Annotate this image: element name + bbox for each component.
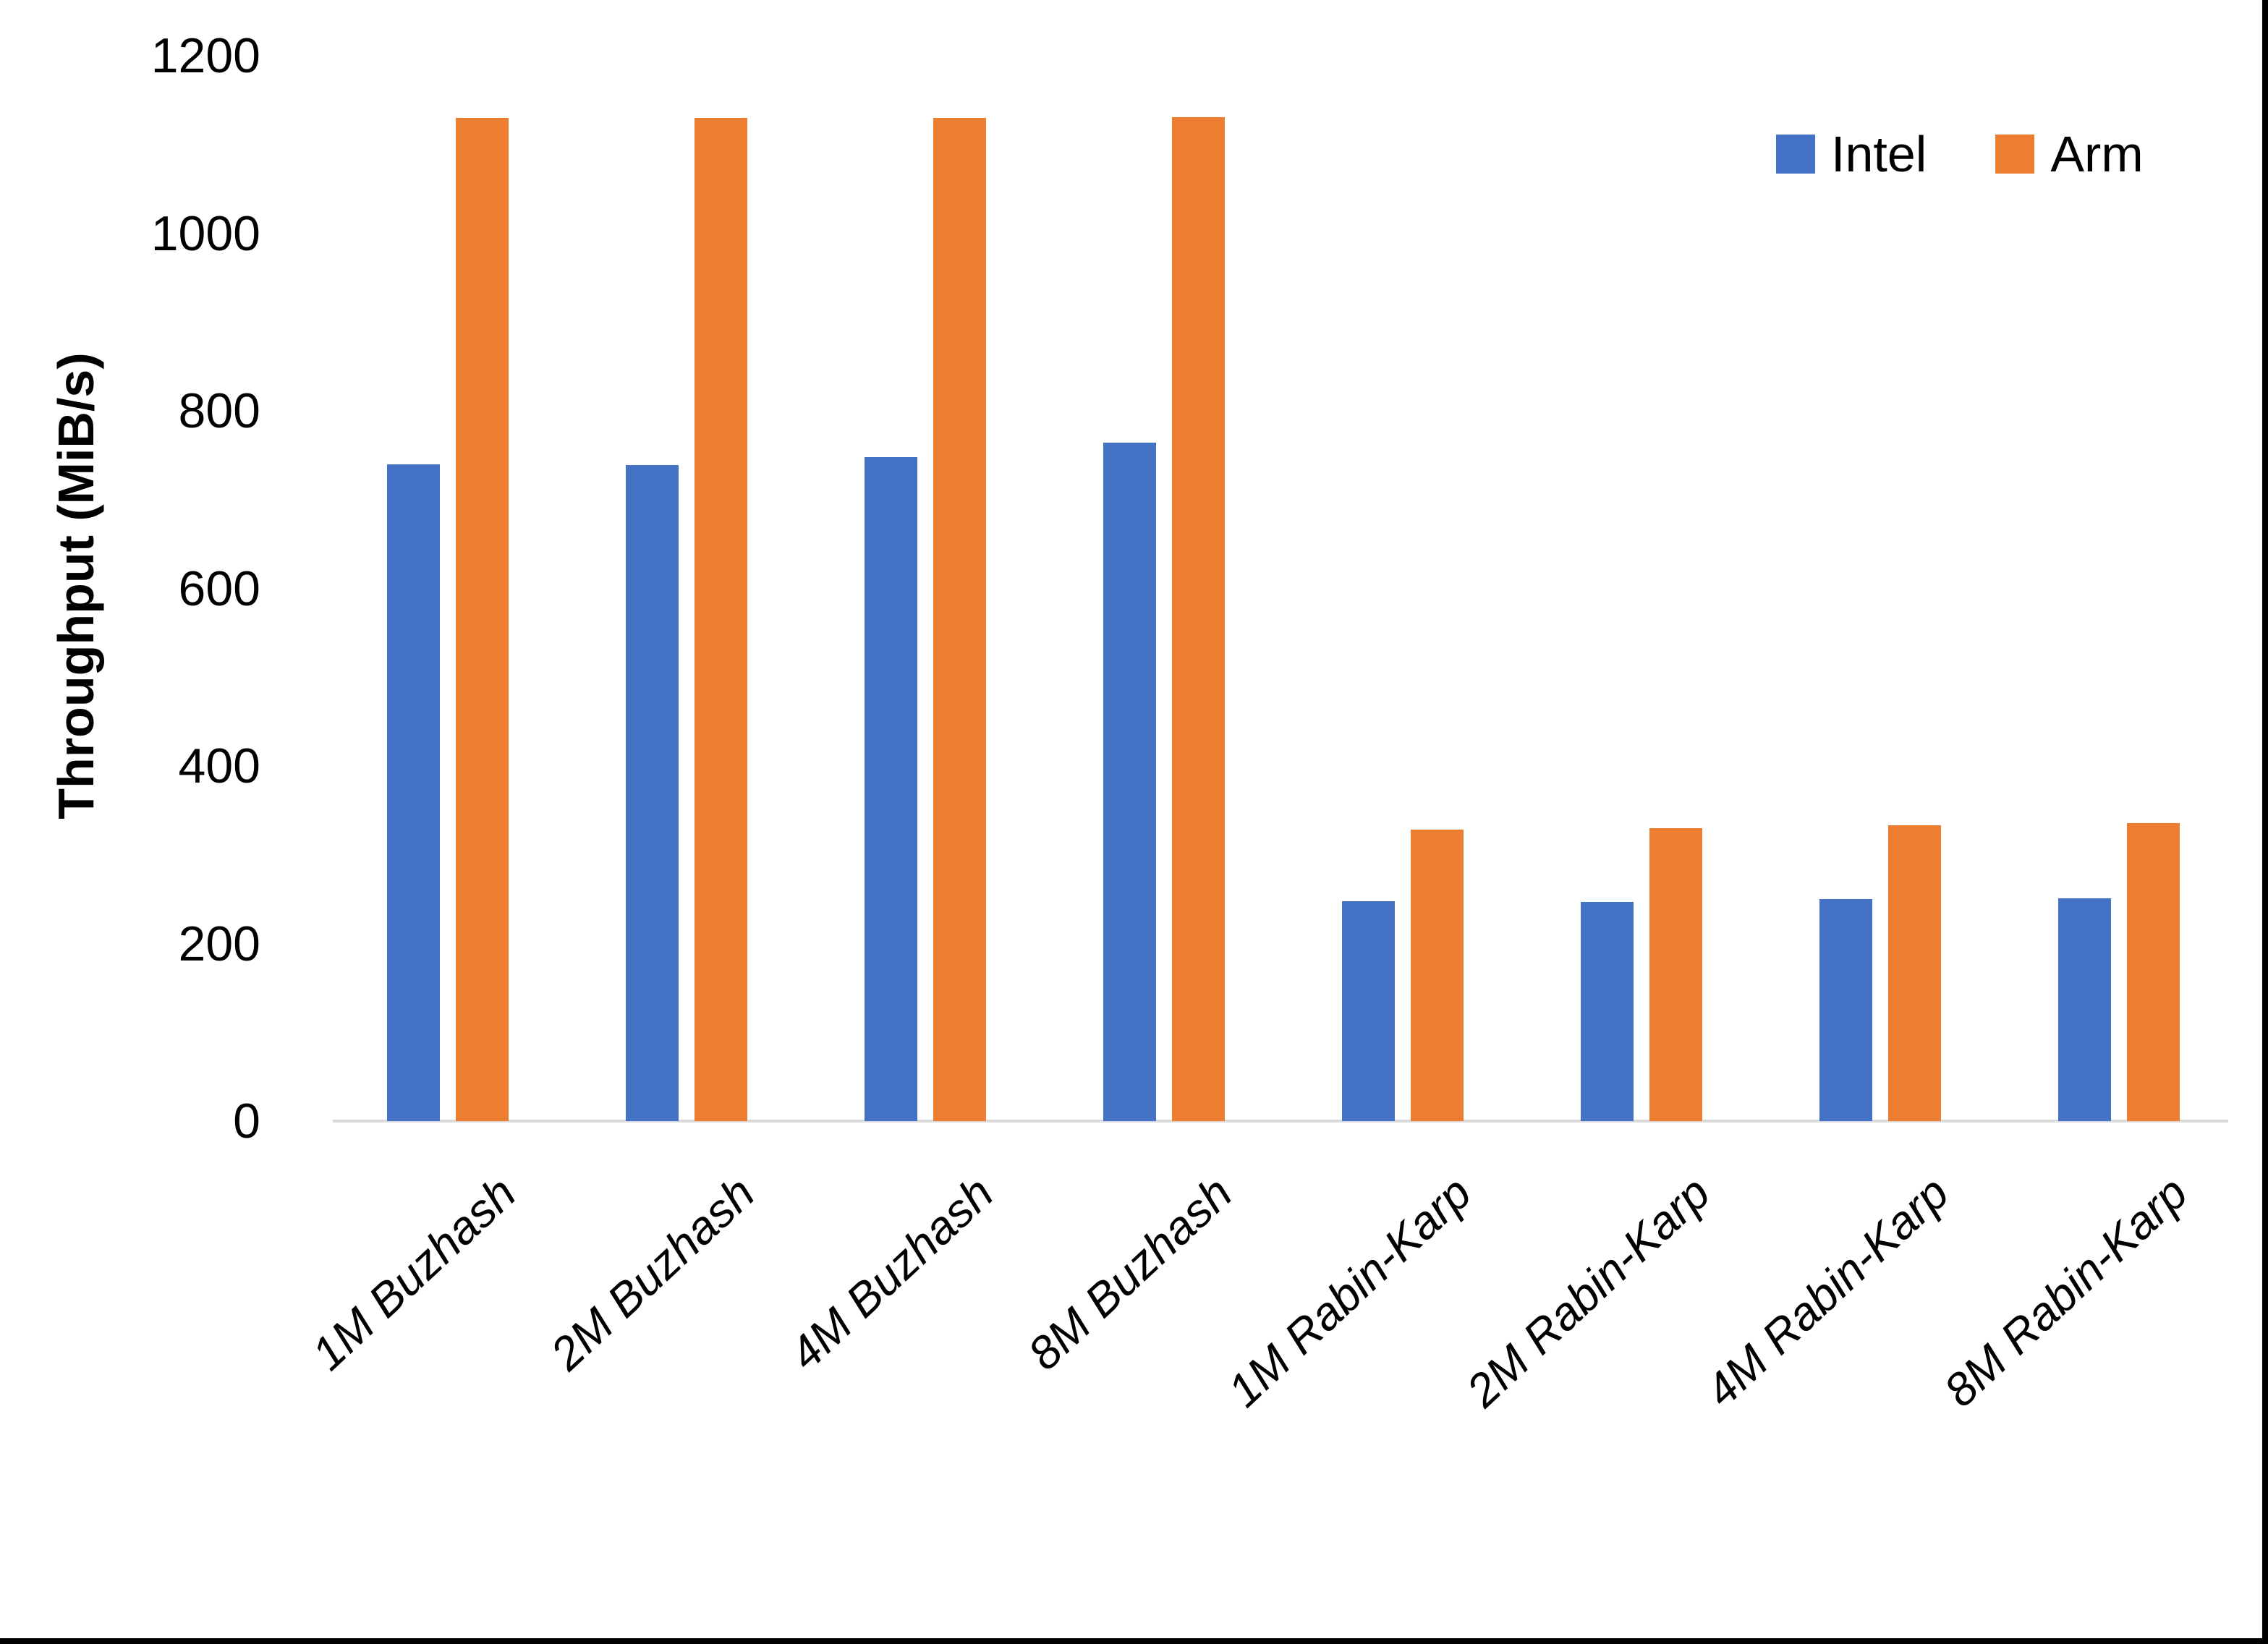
bar-intel-7 bbox=[1819, 899, 1872, 1121]
bar-intel-3 bbox=[865, 457, 917, 1121]
screenshot-border-right bbox=[2262, 0, 2268, 1644]
bar-intel-6 bbox=[1581, 902, 1634, 1121]
x-category-label: 1M Buzhash bbox=[302, 1166, 526, 1381]
x-category-label: 4M Buzhash bbox=[779, 1166, 1003, 1381]
y-tick-label: 1200 bbox=[150, 28, 260, 83]
y-tick-label: 800 bbox=[178, 383, 260, 438]
bar-arm-1 bbox=[456, 118, 509, 1121]
legend-swatch-intel bbox=[1776, 135, 1815, 174]
y-tick-label: 1000 bbox=[150, 205, 260, 261]
bar-arm-4 bbox=[1172, 117, 1225, 1121]
bar-arm-5 bbox=[1411, 830, 1464, 1121]
x-category-label: 8M Rabin-Karp bbox=[1933, 1166, 2197, 1417]
bar-arm-3 bbox=[933, 118, 986, 1121]
bar-arm-2 bbox=[695, 118, 747, 1121]
bar-arm-6 bbox=[1649, 828, 1702, 1121]
bar-intel-4 bbox=[1103, 443, 1156, 1121]
bar-intel-1 bbox=[387, 464, 440, 1121]
x-category-label: 2M Buzhash bbox=[540, 1166, 765, 1381]
x-category-label: 4M Rabin-Karp bbox=[1694, 1166, 1958, 1417]
y-tick-label: 0 bbox=[233, 1094, 260, 1149]
screenshot-border-bottom bbox=[0, 1638, 2268, 1644]
x-category-label: 8M Buzhash bbox=[1018, 1166, 1242, 1381]
legend-item-intel: Intel bbox=[1776, 129, 1927, 179]
x-category-label: 1M Rabin-Karp bbox=[1217, 1166, 1481, 1417]
x-axis-line bbox=[333, 1120, 2228, 1123]
x-category-label: 2M Rabin-Karp bbox=[1456, 1166, 1720, 1417]
legend-label-intel: Intel bbox=[1831, 126, 1927, 182]
bar-arm-7 bbox=[1888, 825, 1941, 1121]
legend: Intel Arm bbox=[1776, 129, 2144, 179]
y-tick-label: 200 bbox=[178, 916, 260, 971]
bar-intel-8 bbox=[2058, 898, 2111, 1121]
bar-intel-2 bbox=[626, 465, 679, 1121]
bar-intel-5 bbox=[1342, 901, 1395, 1121]
legend-swatch-arm bbox=[1995, 135, 2035, 174]
y-tick-label: 600 bbox=[178, 561, 260, 616]
bar-arm-8 bbox=[2127, 823, 2180, 1121]
legend-label-arm: Arm bbox=[2050, 126, 2144, 182]
y-tick-label: 400 bbox=[178, 738, 260, 793]
legend-item-arm: Arm bbox=[1995, 126, 2144, 182]
